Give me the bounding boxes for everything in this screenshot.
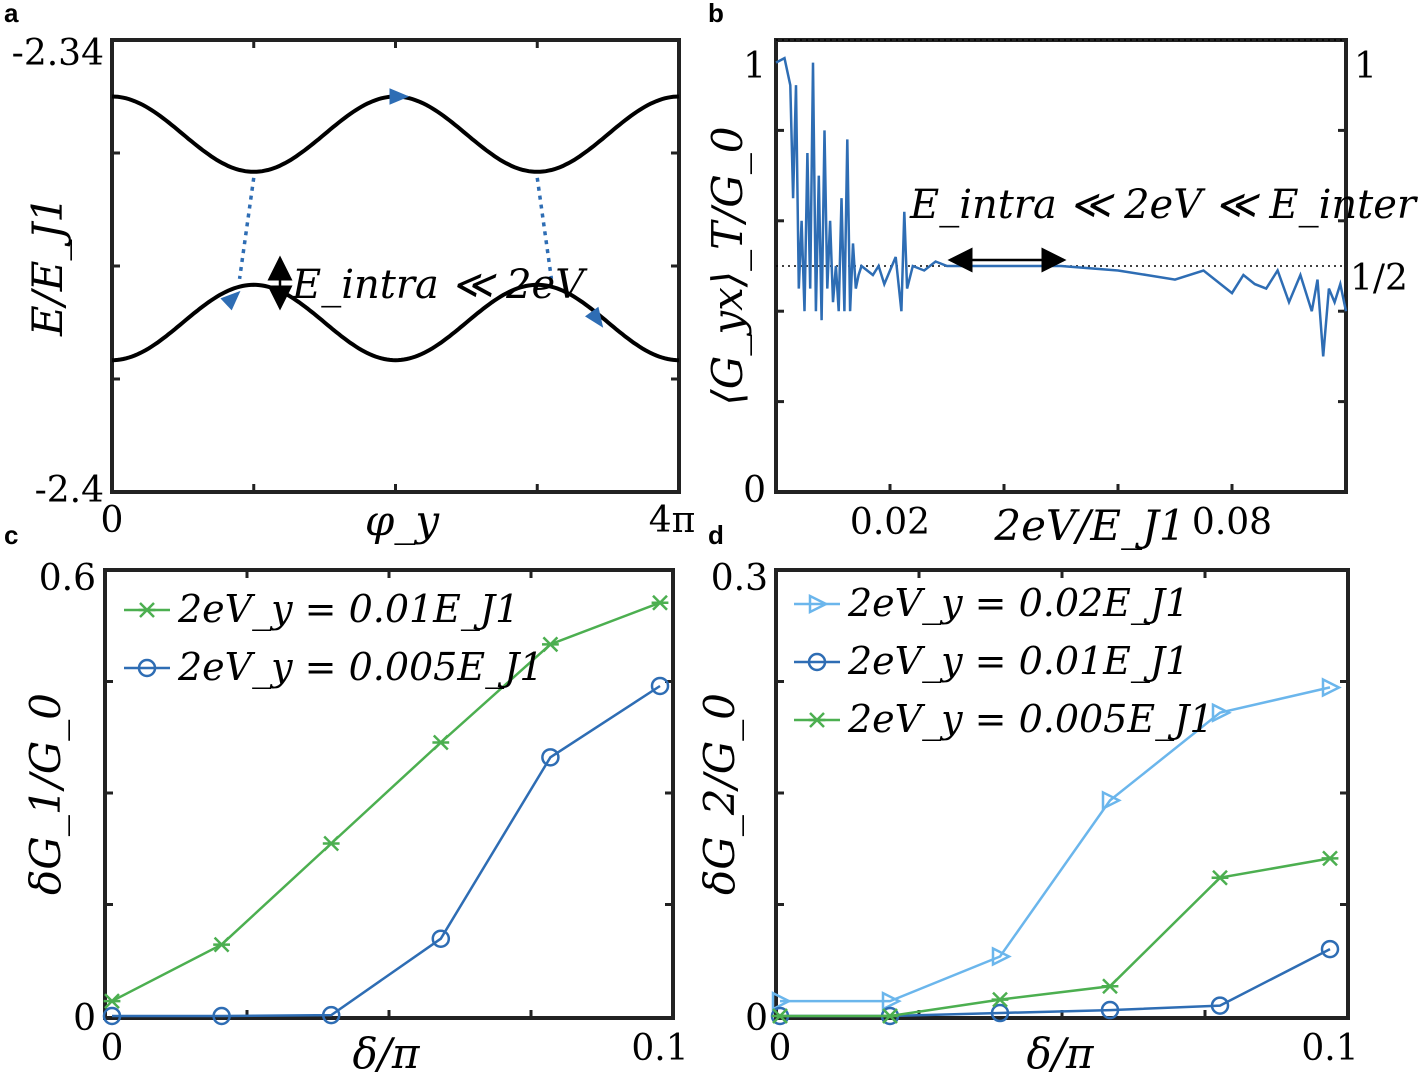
data-point-d-2-5 [1321,850,1339,867]
legend-label-d-1: 2eV_y = 0.01E_J1 [847,639,1189,684]
data-point-d-1-3 [1100,1000,1120,1020]
band-curves [111,88,680,363]
x-axis-label-c: δ/π [352,1029,420,1078]
series-line-d-2 [780,857,1331,1018]
series-line-d-0 [780,686,1331,1003]
data-point-c-0-2 [322,835,340,852]
transition-line-1 [237,177,256,280]
data-point-c-0-4 [542,636,559,653]
x-tick-label-left-c: 0 [101,1028,124,1069]
legend-label-d-2: 2eV_y = 0.005E_J1 [847,697,1214,742]
data-point-d-0-4 [1211,702,1232,723]
y-tick-label-bottom-c: 0 [73,998,96,1039]
y-tick-label-right-half-b: 1/2 [1350,258,1408,299]
transition-line-2 [535,177,554,280]
data-point-c-0-3 [432,734,450,751]
series-group-d [770,677,1342,1026]
legend-marker-d-1 [807,652,827,672]
panel-letter-d: d [708,520,724,550]
data-point-c-0-5 [651,594,669,611]
data-point-d-0-0 [771,991,792,1012]
panel-b: E_intra ≪ 2eV ≪ E_inter 1 0 1 1/2 0.02 0… [703,38,1419,550]
legend-marker-c-1 [137,658,157,678]
legend-marker-c-0 [138,602,156,618]
x-tick-label-right-d: 0.1 [1301,1028,1358,1069]
y-tick-label-left-top-b: 1 [743,46,766,87]
plot-frame-d [774,568,1350,1020]
series-line-c-1 [112,684,661,1018]
y-tick-label-top-c: 0.6 [39,558,96,599]
data-point-d-0-1 [881,991,902,1012]
series-line-d-1 [780,947,1331,1018]
panel-a: -2.34 -2.4 0 4π φ_y E/E_J1 E_intra ≪ 2eV [12,33,696,545]
data-point-c-0-0 [103,993,121,1010]
data-point-d-0-2 [991,946,1012,967]
y-axis-label-d: δG_2/G_0 [695,693,744,895]
legend-label-d-0: 2eV_y = 0.02E_J1 [847,581,1189,626]
legend-c: 2eV_y = 0.01E_J1 2eV_y = 0.005E_J1 [124,587,544,690]
data-point-c-1-0 [102,1006,122,1026]
data-point-d-1-2 [990,1003,1010,1023]
data-point-d-1-4 [1210,996,1230,1015]
data-point-c-1-4 [541,748,560,767]
x-tick-label-2-b: 0.08 [1192,502,1272,543]
band-curve-upper [111,94,680,174]
direction-arrow-lower-right [585,306,604,328]
annotation-intra-a: E_intra ≪ 2eV [291,262,588,308]
x-axis-label-d: δ/π [1026,1029,1094,1078]
y-axis-label-c: δG_1/G_0 [21,693,70,895]
data-point-d-0-3 [1101,790,1122,811]
data-point-d-2-2 [991,991,1009,1008]
y-tick-label-bottom-a: -2.4 [35,470,104,511]
direction-arrow-lower-left [220,290,241,311]
y-axis-label-b: ⟨G_yx⟩_T/G_0 [703,126,752,405]
panel-letter-b: b [708,0,724,28]
tick-marks-a [112,40,679,492]
y-tick-label-right-top-b: 1 [1354,46,1377,87]
data-point-d-0-5 [1321,677,1342,698]
y-axis-label-a: E/E_J1 [23,196,72,337]
x-tick-label-left-a: 0 [101,500,124,541]
y-tick-label-left-bottom-b: 0 [743,470,766,511]
tick-marks-b [776,128,1346,492]
direction-arrow-upper [389,88,410,105]
series-group-c [102,594,670,1026]
legend-marker-d-2 [808,712,826,728]
x-axis-label-b: 2eV/E_J1 [993,501,1185,550]
legend-marker-d-0 [808,593,829,615]
y-tick-label-bottom-d: 0 [745,998,768,1039]
conductance-series [775,56,1348,357]
y-tick-label-top-d: 0.3 [711,558,768,599]
data-point-c-1-2 [321,1005,341,1025]
series-line-c-0 [111,601,661,1003]
legend-label-c-0: 2eV_y = 0.01E_J1 [177,587,519,632]
panel-letter-c: c [4,520,18,550]
x-tick-label-left-d: 0 [769,1028,792,1069]
x-tick-label-right-a: 4π [649,500,696,541]
tick-marks-d [776,570,1348,1018]
data-point-d-2-1 [881,1008,899,1024]
panel-letter-a: a [4,0,19,28]
y-tick-label-top-a: -2.34 [12,33,104,74]
legend-d: 2eV_y = 0.02E_J1 2eV_y = 0.01E_J1 2eV_y = … [794,581,1214,742]
x-axis-label-a: φ_y [365,496,440,545]
x-tick-label-1-b: 0.02 [850,502,930,543]
legend-label-c-1: 2eV_y = 0.005E_J1 [177,645,544,690]
data-point-d-1-5 [1320,939,1340,959]
data-point-c-1-3 [431,929,451,948]
x-tick-label-right-c: 0.1 [631,1028,688,1069]
panel-d: 2eV_y = 0.02E_J1 2eV_y = 0.01E_J1 2eV_y = … [695,558,1359,1078]
data-point-d-2-0 [771,1008,789,1024]
plot-frame-c [103,568,675,1020]
data-point-c-1-5 [650,676,670,696]
data-point-d-2-3 [1101,978,1119,995]
data-point-d-2-4 [1211,869,1229,886]
band-curve-lower [111,282,680,363]
data-point-c-1-1 [212,1006,231,1026]
data-point-c-0-1 [213,936,230,953]
tick-marks-c [105,570,673,1018]
annotation-inter-b: E_intra ≪ 2eV ≪ E_inter [909,182,1419,228]
